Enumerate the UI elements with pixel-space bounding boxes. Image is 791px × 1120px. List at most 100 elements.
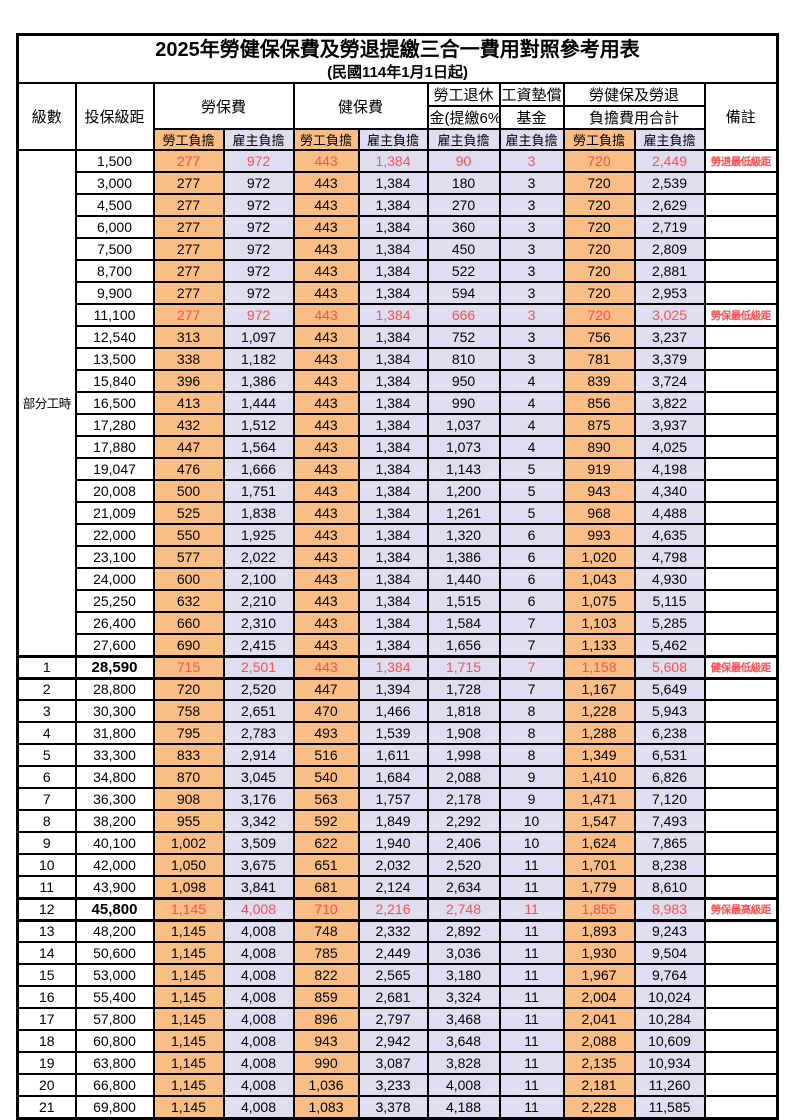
cell-total-employer: 8,610 bbox=[633, 875, 706, 899]
cell-wage-fund-employer: 5 bbox=[498, 457, 565, 481]
cell-total-employer: 4,198 bbox=[633, 457, 706, 481]
table-row: 21,009 525 1,838 443 1,384 1,261 5 968 4,488 bbox=[18, 501, 779, 525]
cell-labor-employee: 313 bbox=[152, 325, 225, 349]
cell-labor-employee: 277 bbox=[152, 237, 225, 261]
cell-total-employee: 1,103 bbox=[562, 611, 636, 635]
cell-total-employer: 4,635 bbox=[633, 523, 706, 547]
cell-insured-bracket: 42,000 bbox=[74, 853, 155, 877]
cell-labor-employee: 758 bbox=[152, 699, 225, 723]
cell-health-employer: 1,384 bbox=[357, 193, 429, 217]
cell-health-employee: 443 bbox=[292, 457, 360, 481]
cell-health-employee: 443 bbox=[292, 523, 360, 547]
cell-health-employer: 1,384 bbox=[357, 611, 429, 635]
cell-labor-employee: 550 bbox=[152, 523, 225, 547]
cell-labor-employer: 2,415 bbox=[222, 633, 295, 657]
subheader-health-employee: 勞工負擔 bbox=[292, 128, 360, 151]
cell-labor-employee: 632 bbox=[152, 589, 225, 613]
subheader-total-employer: 雇主負擔 bbox=[633, 128, 706, 151]
cell-insured-bracket: 30,300 bbox=[74, 699, 155, 723]
table-row: 16 55,400 1,145 4,008 859 2,681 3,324 11 2,004 10… bbox=[16, 985, 779, 1009]
table-row: 13,500 338 1,182 443 1,384 810 3 781 3,379 bbox=[18, 347, 779, 371]
subheader-row: 勞工負擔 雇主負擔 勞工負擔 雇主負擔 雇主負擔 雇主負擔 勞工負擔 雇主負擔 bbox=[18, 128, 778, 151]
cell-remark bbox=[703, 765, 779, 789]
cell-wage-fund-employer: 11 bbox=[498, 853, 565, 877]
cell-health-employer: 1,384 bbox=[357, 479, 429, 503]
cell-remark bbox=[703, 435, 779, 459]
cell-health-employee: 443 bbox=[292, 149, 360, 173]
col-header-total-line1: 勞健保及勞退 bbox=[562, 82, 706, 107]
cell-labor-employee: 1,145 bbox=[152, 941, 225, 965]
cell-total-employer: 4,930 bbox=[633, 567, 706, 591]
cell-remark bbox=[703, 743, 779, 767]
subheader-total-employee: 勞工負擔 bbox=[562, 128, 636, 151]
cell-total-employer: 8,983 bbox=[633, 896, 706, 922]
table-row: 部分工時 1,500 277 972 443 1,384 90 3 720 2,449 勞退最低級距 bbox=[16, 149, 779, 657]
col-header-level: 級數 bbox=[16, 82, 77, 151]
cell-health-employer: 1,384 bbox=[357, 281, 429, 305]
cell-pension-employer: 1,998 bbox=[426, 743, 501, 767]
cell-total-employee: 1,930 bbox=[562, 941, 636, 965]
table-row: 20 66,800 1,145 4,008 1,036 3,233 4,008 11 2,181… bbox=[16, 1073, 779, 1097]
cell-insured-bracket: 3,000 bbox=[74, 171, 155, 195]
cell-wage-fund-employer: 11 bbox=[498, 1073, 565, 1097]
cell-remark bbox=[703, 589, 779, 613]
cell-remark bbox=[703, 171, 779, 195]
cell-health-employer: 2,449 bbox=[357, 941, 429, 965]
cell-total-employer: 3,237 bbox=[633, 325, 706, 349]
cell-health-employer: 1,384 bbox=[357, 149, 429, 173]
cell-health-employee: 493 bbox=[292, 721, 360, 745]
cell-remark bbox=[703, 523, 779, 547]
cell-remark: 健保最低級距 bbox=[703, 654, 779, 680]
table-row: 7,500 277 972 443 1,384 450 3 720 2,809 bbox=[18, 237, 779, 261]
cell-remark bbox=[703, 391, 779, 415]
cell-labor-employer: 3,675 bbox=[222, 853, 295, 877]
cell-total-employer: 5,608 bbox=[633, 654, 706, 680]
cell-wage-fund-employer: 4 bbox=[498, 369, 565, 393]
cell-insured-bracket: 22,000 bbox=[74, 523, 155, 547]
page-subtitle: (民國114年1月1日起) bbox=[327, 64, 468, 81]
cell-health-employer: 2,124 bbox=[357, 875, 429, 899]
cell-total-employer: 9,764 bbox=[633, 963, 706, 987]
cell-total-employee: 993 bbox=[562, 523, 636, 547]
cell-pension-employer: 1,261 bbox=[426, 501, 501, 525]
cell-labor-employer: 4,008 bbox=[222, 963, 295, 987]
cell-pension-employer: 990 bbox=[426, 391, 501, 415]
cell-health-employer: 1,384 bbox=[357, 457, 429, 481]
cell-health-employee: 443 bbox=[292, 193, 360, 217]
cell-pension-employer: 1,440 bbox=[426, 567, 501, 591]
cell-insured-bracket: 33,300 bbox=[74, 743, 155, 767]
cell-remark bbox=[703, 809, 779, 833]
fee-reference-table: 2025年勞健保保費及勞退提繳三合一費用對照參考用表 (民國114年1月1日起)… bbox=[16, 33, 779, 1120]
cell-total-employee: 968 bbox=[562, 501, 636, 525]
cell-health-employer: 1,384 bbox=[357, 237, 429, 261]
cell-wage-fund-employer: 6 bbox=[498, 589, 565, 613]
cell-labor-employer: 2,520 bbox=[222, 677, 295, 701]
cell-pension-employer: 594 bbox=[426, 281, 501, 305]
cell-total-employee: 2,135 bbox=[562, 1051, 636, 1075]
cell-pension-employer: 450 bbox=[426, 237, 501, 261]
cell-labor-employer: 972 bbox=[222, 215, 295, 239]
cell-remark: 勞保最低級距 bbox=[703, 303, 779, 327]
cell-level: 9 bbox=[16, 831, 77, 855]
cell-labor-employer: 1,666 bbox=[222, 457, 295, 481]
cell-labor-employer: 4,008 bbox=[222, 1051, 295, 1075]
cell-wage-fund-employer: 11 bbox=[498, 896, 565, 922]
cell-labor-employee: 1,145 bbox=[152, 1029, 225, 1053]
cell-health-employee: 563 bbox=[292, 787, 360, 811]
cell-total-employee: 1,547 bbox=[562, 809, 636, 833]
cell-insured-bracket: 6,000 bbox=[74, 215, 155, 239]
cell-remark bbox=[703, 963, 779, 987]
cell-total-employer: 2,881 bbox=[633, 259, 706, 283]
cell-total-employee: 2,004 bbox=[562, 985, 636, 1009]
cell-remark bbox=[703, 1095, 779, 1119]
cell-total-employee: 1,020 bbox=[562, 545, 636, 569]
cell-level: 15 bbox=[16, 963, 77, 987]
cell-pension-employer: 1,320 bbox=[426, 523, 501, 547]
cell-health-employee: 681 bbox=[292, 875, 360, 899]
cell-health-employee: 859 bbox=[292, 985, 360, 1009]
cell-labor-employer: 4,008 bbox=[222, 1007, 295, 1031]
col-header-total-line2: 負擔費用合計 bbox=[562, 105, 706, 130]
cell-labor-employee: 955 bbox=[152, 809, 225, 833]
cell-total-employee: 1,893 bbox=[562, 919, 636, 943]
header-row-2: 金(提繳6%) 基金 負擔費用合計 bbox=[18, 105, 778, 130]
